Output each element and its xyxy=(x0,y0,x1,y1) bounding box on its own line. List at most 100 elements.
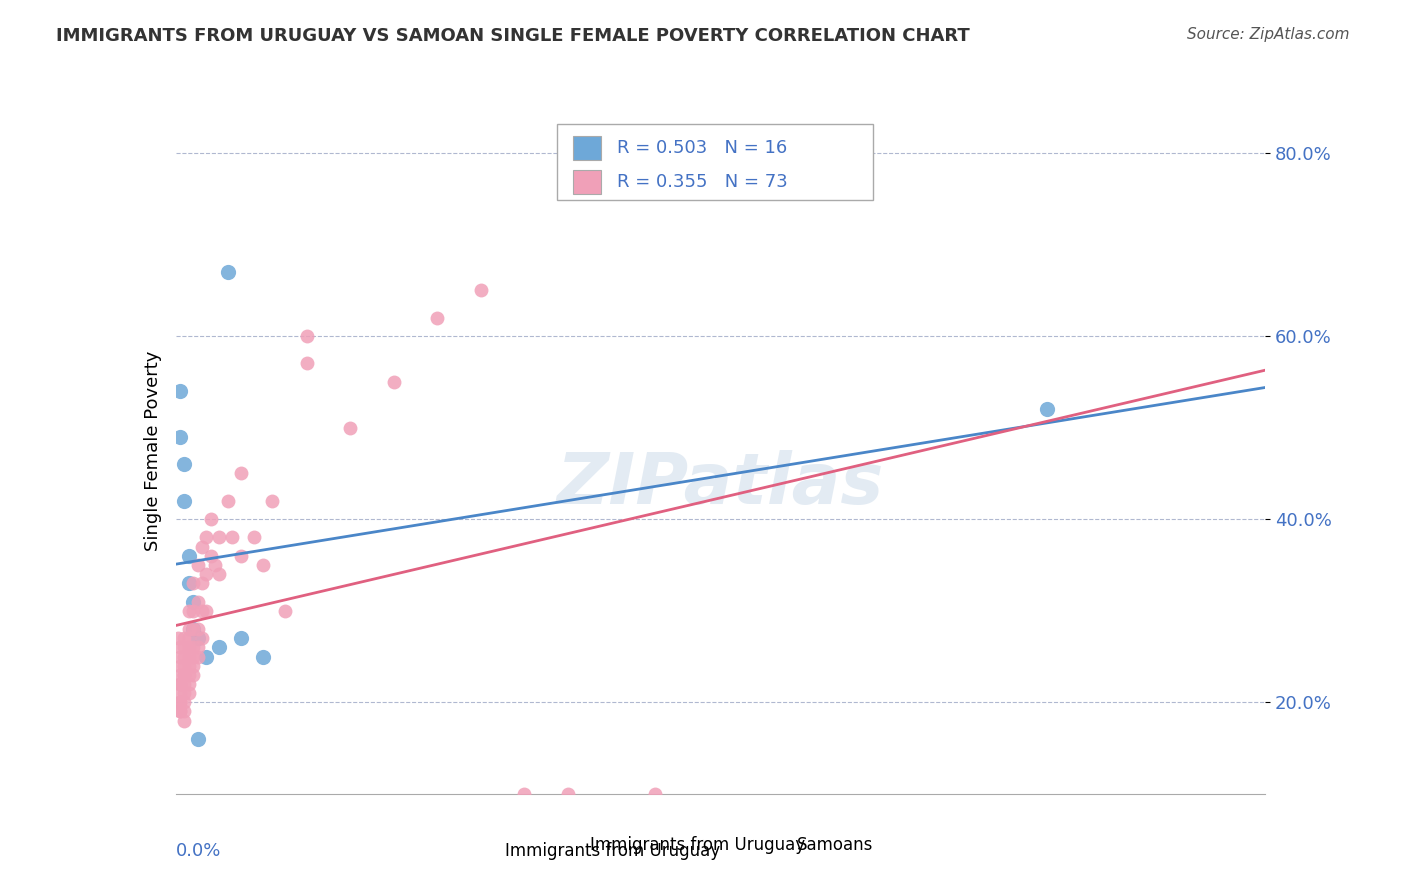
Point xyxy=(169,384,191,398)
Point xyxy=(177,622,200,636)
Point xyxy=(426,310,449,325)
Point xyxy=(217,265,239,279)
Point xyxy=(181,576,204,591)
Point xyxy=(177,686,200,700)
Text: Samoans: Samoans xyxy=(797,837,873,855)
Point xyxy=(173,631,195,645)
Point xyxy=(243,531,266,545)
Point xyxy=(181,649,204,664)
Point xyxy=(169,695,191,709)
Point xyxy=(186,622,209,636)
Point xyxy=(208,640,231,655)
Point xyxy=(181,658,204,673)
Point xyxy=(191,604,214,618)
Point xyxy=(173,493,195,508)
Point xyxy=(173,705,195,719)
Text: R = 0.355   N = 73: R = 0.355 N = 73 xyxy=(617,173,787,191)
Text: R = 0.503   N = 16: R = 0.503 N = 16 xyxy=(617,138,787,157)
Point xyxy=(195,604,218,618)
Point xyxy=(181,622,204,636)
Point xyxy=(177,658,200,673)
Point xyxy=(177,576,200,591)
Point xyxy=(169,705,191,719)
Point xyxy=(186,649,209,664)
Point xyxy=(295,329,318,343)
Point xyxy=(191,631,214,645)
Text: Source: ZipAtlas.com: Source: ZipAtlas.com xyxy=(1187,27,1350,42)
Point xyxy=(169,686,191,700)
Point xyxy=(260,493,283,508)
Point xyxy=(169,658,191,673)
Point xyxy=(169,649,191,664)
Point xyxy=(186,631,209,645)
Point xyxy=(382,375,405,389)
Point xyxy=(177,677,200,691)
Point xyxy=(181,668,204,682)
Point xyxy=(169,640,191,655)
Point xyxy=(208,531,231,545)
Point xyxy=(204,558,226,572)
Point xyxy=(173,686,195,700)
Point xyxy=(181,594,204,608)
Point xyxy=(181,640,204,655)
Point xyxy=(1036,402,1059,417)
Point xyxy=(169,668,191,682)
Point xyxy=(470,283,492,297)
Point xyxy=(252,558,274,572)
Text: IMMIGRANTS FROM URUGUAY VS SAMOAN SINGLE FEMALE POVERTY CORRELATION CHART: IMMIGRANTS FROM URUGUAY VS SAMOAN SINGLE… xyxy=(56,27,970,45)
Point xyxy=(169,677,191,691)
Point xyxy=(173,668,195,682)
Text: Immigrants from Uruguay: Immigrants from Uruguay xyxy=(505,842,721,860)
Point xyxy=(177,631,200,645)
Point xyxy=(200,549,222,563)
FancyBboxPatch shape xyxy=(769,835,793,855)
Point xyxy=(513,787,536,801)
Text: 0.0%: 0.0% xyxy=(176,842,221,860)
Point xyxy=(200,512,222,526)
Point xyxy=(177,649,200,664)
FancyBboxPatch shape xyxy=(574,136,600,160)
Point xyxy=(173,658,195,673)
Point xyxy=(191,540,214,554)
FancyBboxPatch shape xyxy=(557,124,873,200)
Point xyxy=(186,594,209,608)
Point xyxy=(173,714,195,728)
Point xyxy=(177,604,200,618)
Point xyxy=(195,567,218,582)
Point xyxy=(208,567,231,582)
Point xyxy=(231,631,253,645)
Point xyxy=(274,604,297,618)
Point xyxy=(339,420,361,434)
Point xyxy=(186,731,209,746)
Point xyxy=(177,549,200,563)
Point xyxy=(186,558,209,572)
Point xyxy=(173,677,195,691)
Point xyxy=(173,668,195,682)
Point xyxy=(231,467,253,481)
Point xyxy=(173,457,195,471)
Point xyxy=(181,604,204,618)
Point xyxy=(644,787,666,801)
Point xyxy=(173,640,195,655)
Point xyxy=(177,668,200,682)
Point xyxy=(191,576,214,591)
Point xyxy=(181,622,204,636)
Point xyxy=(252,649,274,664)
Point xyxy=(295,356,318,370)
Point xyxy=(195,531,218,545)
Point xyxy=(186,640,209,655)
FancyBboxPatch shape xyxy=(574,170,600,194)
Point xyxy=(173,649,195,664)
Point xyxy=(195,649,218,664)
Point xyxy=(173,695,195,709)
Text: Immigrants from Uruguay: Immigrants from Uruguay xyxy=(591,837,806,855)
Point xyxy=(221,531,243,545)
Y-axis label: Single Female Poverty: Single Female Poverty xyxy=(143,351,162,550)
Point xyxy=(167,631,190,645)
Point xyxy=(169,677,191,691)
Point xyxy=(177,640,200,655)
Point xyxy=(169,705,191,719)
Text: ZIPatlas: ZIPatlas xyxy=(557,450,884,519)
Point xyxy=(217,493,239,508)
Point xyxy=(169,695,191,709)
